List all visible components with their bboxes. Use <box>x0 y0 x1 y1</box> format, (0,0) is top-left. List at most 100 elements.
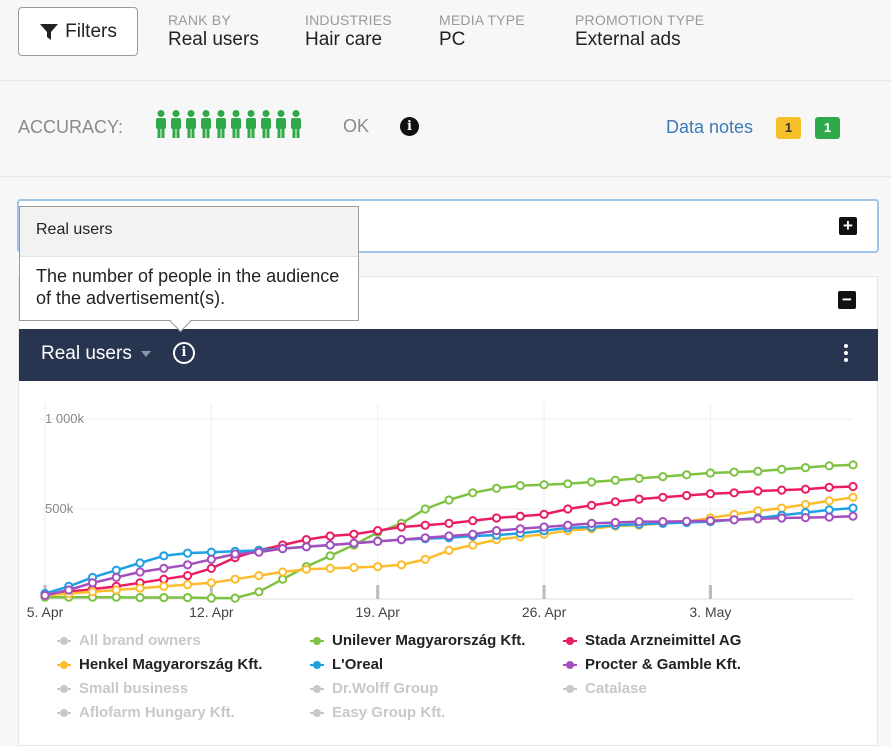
data-point <box>87 587 98 597</box>
data-point <box>610 475 620 485</box>
data-point <box>206 547 216 557</box>
legend-item[interactable]: Dr.Wolff Group <box>310 680 438 697</box>
legend-marker-icon <box>310 636 324 646</box>
data-point <box>658 492 668 502</box>
data-notes-ok-badge: 1 <box>815 117 840 139</box>
collapse-minus-icon[interactable]: − <box>838 291 856 309</box>
data-point <box>396 560 407 570</box>
data-point <box>349 529 359 539</box>
expand-plus-icon[interactable]: + <box>839 217 857 235</box>
legend-label: Easy Group Kft. <box>332 704 446 721</box>
data-point <box>230 574 240 584</box>
data-point <box>444 495 454 505</box>
filter-rank-by[interactable]: RANK BY Real users <box>168 12 259 52</box>
x-tick-label: 3. May <box>689 604 731 620</box>
data-point <box>824 505 834 515</box>
data-point <box>301 564 312 574</box>
legend-item[interactable]: Unilever Magyarország Kft. <box>310 632 525 649</box>
data-point <box>777 503 787 513</box>
person-icon <box>216 110 226 138</box>
person-icon <box>246 110 256 138</box>
data-point <box>182 580 193 590</box>
legend-item[interactable]: Small business <box>57 680 188 697</box>
legend-item[interactable]: Aflofarm Hungary Kft. <box>57 704 235 721</box>
data-point <box>40 590 50 600</box>
legend-label: Procter & Gamble Kft. <box>585 656 741 673</box>
data-point <box>705 489 716 499</box>
caret-down-icon[interactable] <box>141 351 151 357</box>
data-point <box>468 516 478 526</box>
person-icon <box>261 110 271 138</box>
data-point <box>444 545 454 555</box>
data-point <box>349 538 359 548</box>
data-point <box>111 592 121 602</box>
data-point <box>159 574 169 584</box>
data-point <box>729 515 739 525</box>
filters-button[interactable]: Filters <box>18 7 138 56</box>
legend-item[interactable]: Catalase <box>563 680 647 697</box>
data-point <box>111 572 121 582</box>
filter-rank-by-label: RANK BY <box>168 12 231 28</box>
data-point <box>658 517 668 527</box>
data-point <box>800 499 811 510</box>
data-point <box>682 490 692 501</box>
chart-metric-selector[interactable]: Real users <box>41 343 132 364</box>
person-icon <box>231 110 241 138</box>
legend-marker-icon <box>57 660 71 670</box>
legend-marker-icon <box>57 636 71 646</box>
data-point <box>777 485 787 495</box>
legend-marker-icon <box>310 660 324 670</box>
chart-header: Real users i <box>19 329 878 381</box>
tooltip-body: The number of people in the audience of … <box>36 266 340 308</box>
data-point <box>682 470 692 480</box>
data-point <box>848 460 858 470</box>
data-point <box>325 563 335 573</box>
data-point <box>230 593 240 603</box>
legend-marker-icon <box>563 636 577 646</box>
data-point <box>491 513 502 523</box>
data-notes-link[interactable]: Data notes <box>666 117 754 137</box>
x-tick-mark <box>542 585 546 599</box>
legend-item[interactable]: L'Oreal <box>310 656 383 673</box>
kebab-menu-icon[interactable] <box>844 344 848 365</box>
metric-info-icon[interactable]: i <box>173 342 195 364</box>
legend-label: Small business <box>79 680 189 697</box>
data-point <box>325 551 335 561</box>
accuracy-info-icon[interactable]: i <box>400 117 419 136</box>
data-point <box>420 504 430 514</box>
data-point <box>610 517 620 528</box>
data-point <box>753 514 763 524</box>
legend-item[interactable]: Stada Arzneimittel AG <box>563 632 741 649</box>
data-point <box>563 479 573 489</box>
legend-item[interactable]: Procter & Gamble Kft. <box>563 656 741 673</box>
filter-industries[interactable]: INDUSTRIES Hair care <box>305 12 392 52</box>
filters-button-label: Filters <box>65 20 117 42</box>
data-point <box>64 585 74 595</box>
person-icon <box>186 110 196 138</box>
data-point <box>634 473 644 484</box>
legend-marker-icon <box>310 708 324 718</box>
filter-promotion-type[interactable]: PROMOTION TYPE External ads <box>575 12 704 52</box>
data-point <box>325 531 335 541</box>
data-point <box>135 567 145 577</box>
data-point <box>515 524 525 534</box>
legend-label: All brand owners <box>79 632 201 649</box>
legend-label: Catalase <box>585 680 647 697</box>
data-point <box>539 509 549 520</box>
legend-item[interactable]: All brand owners <box>57 632 201 649</box>
legend-marker-icon <box>563 684 577 694</box>
data-point <box>373 526 383 536</box>
data-point <box>468 540 478 550</box>
data-point <box>159 592 169 603</box>
legend-item[interactable]: Henkel Magyarország Kft. <box>57 656 262 673</box>
data-point <box>753 506 763 516</box>
tooltip-title: Real users <box>20 207 358 257</box>
filter-media-type[interactable]: MEDIA TYPE PC <box>439 12 525 52</box>
legend-item[interactable]: Easy Group Kft. <box>310 704 445 721</box>
data-point <box>159 581 169 591</box>
data-point <box>682 516 692 526</box>
data-point <box>349 562 359 573</box>
data-point <box>111 565 121 575</box>
data-point <box>135 592 145 603</box>
legend-marker-icon <box>57 708 71 718</box>
